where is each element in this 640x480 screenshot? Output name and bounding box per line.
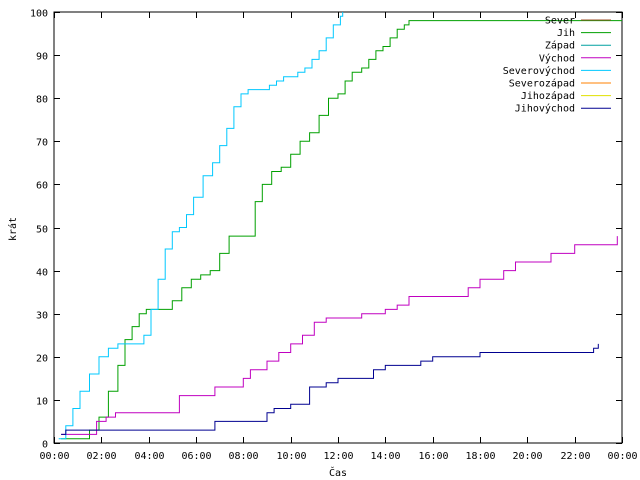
y-tick-label: 20 bbox=[36, 354, 48, 365]
y-tick-label: 50 bbox=[36, 225, 48, 236]
x-tick-label: 08:00 bbox=[228, 451, 258, 462]
x-tick-label: 14:00 bbox=[370, 451, 400, 462]
series-line-jihovychod bbox=[61, 343, 599, 435]
y-tick-label: 80 bbox=[36, 95, 48, 106]
x-tick-label: 20:00 bbox=[512, 451, 542, 462]
legend-label: Východ bbox=[539, 52, 575, 64]
legend-label: Sever bbox=[545, 16, 575, 27]
series-line-vychod bbox=[61, 236, 618, 435]
x-axis: 00:00 02:00 04:00 06:00 08:00 10:00 12:00 14:00… bbox=[39, 12, 638, 462]
legend-label: Západ bbox=[545, 40, 575, 52]
y-tick-label: 100 bbox=[30, 9, 48, 20]
y-tick-label: 70 bbox=[36, 138, 48, 149]
y-tick-label: 30 bbox=[36, 311, 48, 322]
y-axis: 0 10 20 30 40 50 60 70 80 90 100 bbox=[30, 9, 622, 451]
x-tick-label: 04:00 bbox=[134, 451, 164, 462]
x-tick-label: 12:00 bbox=[323, 451, 353, 462]
x-tick-label: 22:00 bbox=[560, 451, 590, 462]
y-tick-label: 40 bbox=[36, 268, 48, 279]
y-tick-label: 90 bbox=[36, 52, 48, 63]
y-tick-label: 10 bbox=[36, 397, 48, 408]
legend-label: Jih bbox=[557, 28, 575, 39]
x-tick-label: 00:00 bbox=[39, 451, 69, 462]
legend-label: Jihovýchod bbox=[515, 103, 575, 115]
legend-label: Severozápad bbox=[509, 78, 575, 90]
legend-label: Jihozápad bbox=[521, 90, 575, 102]
y-tick-label: 0 bbox=[42, 440, 48, 451]
x-tick-label: 06:00 bbox=[181, 451, 211, 462]
x-tick-label: 02:00 bbox=[86, 451, 116, 462]
legend: SeverJihZápadVýchodSeverovýchodSeverozáp… bbox=[503, 16, 611, 115]
y-tick-label: 60 bbox=[36, 181, 48, 192]
x-tick-label: 10:00 bbox=[276, 451, 306, 462]
legend-label: Severovýchod bbox=[503, 65, 575, 77]
series-line-jih bbox=[61, 20, 622, 440]
y-axis-label: krát bbox=[7, 217, 19, 241]
x-tick-label: 18:00 bbox=[465, 451, 495, 462]
x-axis-label: Čas bbox=[329, 466, 347, 479]
series-line-severovychod bbox=[58, 12, 344, 440]
series-lines bbox=[58, 12, 622, 440]
x-tick-label: 00:00 bbox=[607, 451, 637, 462]
x-tick-label: 16:00 bbox=[418, 451, 448, 462]
